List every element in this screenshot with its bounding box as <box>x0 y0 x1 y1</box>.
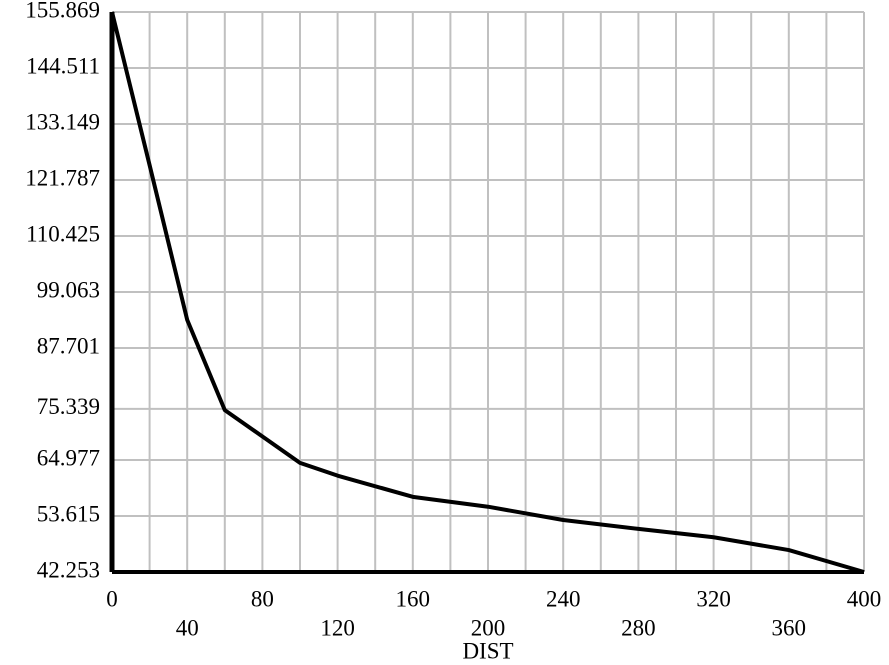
x-tick-label: 80 <box>251 586 274 611</box>
x-tick-label: 40 <box>176 615 199 640</box>
data-line <box>110 11 865 574</box>
x-axis-label: DIST <box>462 638 513 663</box>
x-tick-label: 360 <box>772 615 807 640</box>
x-tick-label: 240 <box>546 586 581 611</box>
y-tick-label: 121.787 <box>25 165 100 190</box>
x-tick-label: 400 <box>847 586 882 611</box>
x-tick-label: 320 <box>696 586 731 611</box>
x-tick-label: 280 <box>621 615 656 640</box>
y-tick-label: 75.339 <box>37 394 100 419</box>
y-tick-label: 53.615 <box>37 501 100 526</box>
y-tick-label: 42.253 <box>37 557 100 582</box>
x-tick-label: 120 <box>320 615 355 640</box>
y-tick-label: 110.425 <box>26 221 100 246</box>
x-tick-label: 200 <box>471 615 506 640</box>
x-tick-label: 160 <box>396 586 431 611</box>
y-tick-label: 64.977 <box>37 445 100 470</box>
y-tick-label: 87.701 <box>37 333 100 358</box>
y-tick-label: 155.869 <box>25 0 100 22</box>
y-tick-label: 144.511 <box>26 53 100 78</box>
y-tick-label: 99.063 <box>37 277 100 302</box>
y-tick-label: 133.149 <box>25 109 100 134</box>
x-tick-label: 0 <box>106 586 118 611</box>
